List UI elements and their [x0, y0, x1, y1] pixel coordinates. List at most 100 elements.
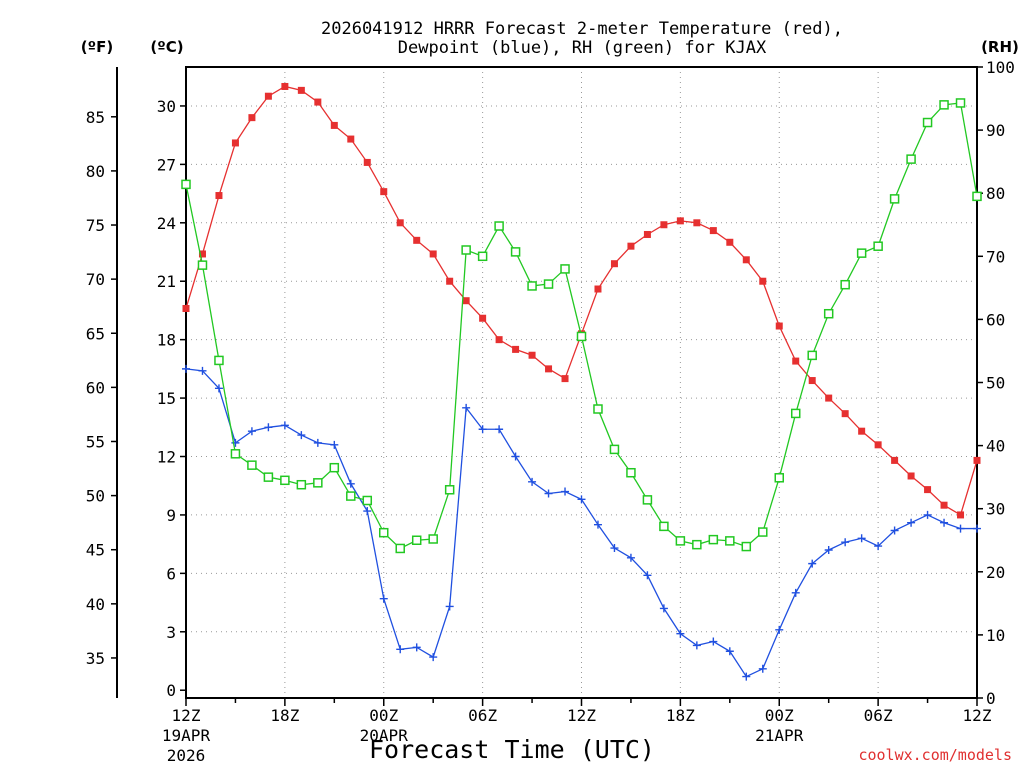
dewpoint-point: [462, 403, 471, 412]
credit-text: coolwx.com/models: [858, 746, 1012, 764]
rh-point: [263, 472, 274, 482]
dewpoint-point: [396, 645, 405, 654]
temperature-point: [924, 486, 932, 494]
rh-point: [675, 536, 686, 546]
rh-point: [362, 495, 373, 506]
grid-lines: [186, 67, 977, 698]
temperature-point: [314, 98, 322, 106]
rh-point: [972, 191, 982, 202]
temperature-point: [330, 121, 338, 129]
rh-point: [609, 444, 620, 455]
temperature-point: [429, 250, 437, 258]
rh-point: [873, 241, 883, 251]
y-tick-label-fahrenheit: 75: [86, 216, 105, 235]
x-tick-label: 18Z: [666, 706, 695, 725]
dewpoint-point: [874, 542, 883, 551]
rh-point: [494, 221, 504, 231]
rh-point: [379, 527, 389, 538]
rh-point: [411, 535, 422, 545]
dewpoint-point: [593, 520, 602, 529]
series-dewpoint: [182, 364, 981, 681]
y-tick-label-rh: 90: [986, 121, 1005, 140]
dewpoint-point: [577, 495, 586, 504]
left-unit-fahrenheit: (ºF): [81, 38, 113, 56]
rh-point: [197, 260, 208, 270]
temperature-point: [643, 230, 651, 238]
dewpoint-point: [659, 604, 668, 613]
dewpoint-point: [907, 518, 916, 527]
temperature-point: [561, 375, 569, 383]
y-tick-label-celsius: 18: [157, 331, 176, 350]
x-tick-label: 12Z: [567, 706, 596, 725]
temperature-point: [957, 511, 965, 519]
dewpoint-point: [890, 526, 899, 535]
rh-point: [510, 247, 521, 257]
rh-point: [840, 279, 850, 290]
dewpoint-point: [940, 518, 949, 527]
rh-point: [856, 248, 867, 258]
date-label: 20APR: [360, 726, 409, 745]
rh-point: [790, 408, 801, 419]
temperature-point: [759, 277, 767, 285]
rh-point: [527, 281, 537, 291]
dewpoint-point: [561, 487, 570, 496]
x-tick-label: 12Z: [963, 706, 992, 725]
temperature-point: [792, 357, 800, 365]
y-tick-label-celsius: 0: [166, 681, 176, 700]
dewpoint-point: [709, 637, 718, 646]
x-tick-label: 00Z: [369, 706, 398, 725]
y-tick-label-celsius: 24: [157, 214, 176, 233]
dewpoint-point: [445, 602, 454, 611]
temperature-point: [363, 158, 371, 166]
temperature-point: [215, 192, 223, 200]
chart-title-line2: Dewpoint (blue), RH (green) for KJAX: [398, 38, 767, 58]
dewpoint-point: [544, 489, 553, 498]
data-series: [181, 82, 982, 681]
rh-point: [774, 473, 784, 483]
temperature-point: [940, 501, 948, 509]
y-tick-label-celsius: 27: [157, 155, 176, 174]
dewpoint-point: [956, 524, 965, 533]
rh-point: [247, 460, 257, 470]
temperature-point: [182, 304, 190, 312]
dewpoint-point: [214, 384, 223, 393]
dewpoint-point: [495, 425, 504, 434]
temperature-point: [512, 345, 520, 353]
dewpoint-point: [379, 594, 388, 603]
dewpoint-point: [923, 510, 932, 519]
rh-point: [543, 279, 554, 289]
rh-point: [626, 467, 636, 478]
x-tick-label: 12Z: [172, 706, 201, 725]
axes: 0 3 6 9 12 15 18 21 24 27 30 35 40 45 50 55 60 65 70 75 80 85…: [86, 58, 1015, 765]
y-tick-label-rh: 0: [986, 689, 996, 708]
y-tick-label-fahrenheit: 60: [86, 378, 105, 397]
dewpoint-point: [775, 625, 784, 634]
temperature-point: [248, 114, 256, 122]
y-tick-label-fahrenheit: 50: [86, 487, 105, 506]
temperature-point: [198, 250, 206, 258]
temperature-point: [413, 236, 421, 244]
rh-point: [560, 264, 570, 274]
temperature-point: [709, 227, 717, 235]
temperature-line: [185, 85, 978, 516]
rh-point: [659, 521, 669, 532]
temperature-point: [660, 221, 668, 229]
temperature-point: [380, 188, 388, 196]
dewpoint-point: [412, 643, 421, 652]
series-temperature: [182, 82, 981, 519]
x-tick-label: 06Z: [468, 706, 497, 725]
y-tick-label-celsius: 9: [166, 506, 176, 525]
left-unit-celsius: (ºC): [150, 38, 183, 56]
dewpoint-point: [973, 524, 981, 533]
x-tick-label: 06Z: [864, 706, 893, 725]
temperature-point: [841, 410, 849, 418]
rh-point: [214, 355, 224, 366]
rh-point: [444, 485, 455, 495]
temperature-point: [528, 351, 536, 359]
rh-point: [280, 475, 290, 486]
y-tick-label-rh: 20: [986, 563, 1005, 582]
temperature-point: [594, 285, 602, 293]
dewpoint-point: [841, 538, 850, 547]
dewpoint-point: [692, 641, 701, 650]
dewpoint-point: [758, 664, 767, 673]
